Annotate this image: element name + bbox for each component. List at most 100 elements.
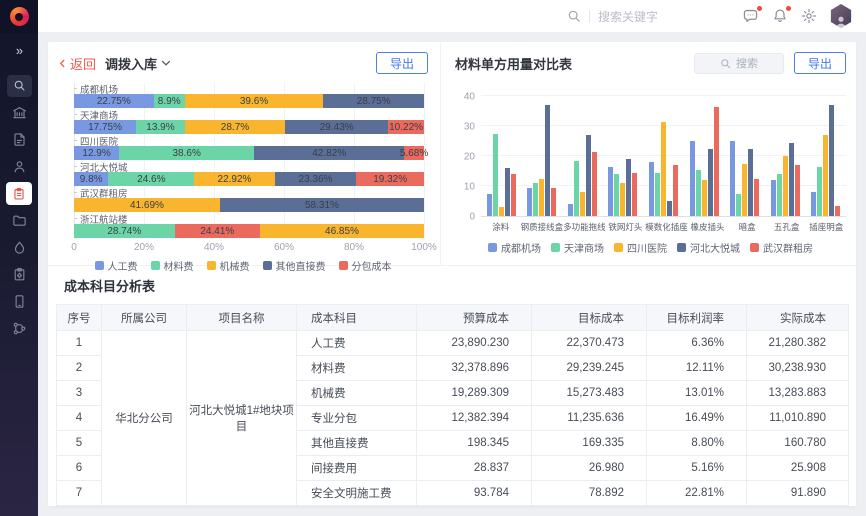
x-axis-label: 多功能拖线	[563, 222, 606, 232]
legend-label: 人工费	[107, 262, 138, 273]
bar	[707, 148, 713, 216]
cell-budget: 19,289.309	[416, 380, 532, 406]
settings-button[interactable]	[801, 8, 817, 24]
cell-project: 河北大悦城1#地块项目	[186, 330, 297, 506]
sidebar-item-resources[interactable]	[0, 234, 38, 261]
transfer-inbound-section: 返回 调拨入库 导出 成都机场 22.75% 8.9% 39.6% 28.75% 天津商场…	[48, 42, 441, 273]
bar-segment: 12.9%	[74, 146, 120, 160]
bar-group	[522, 85, 563, 216]
messages-button[interactable]	[742, 5, 762, 25]
column-header: 序号	[56, 304, 102, 331]
legend-chip	[614, 243, 623, 252]
bar-row: 武汉群租房 41.69% 58.31%	[74, 187, 424, 213]
legend-label: 武汉群租房	[763, 244, 813, 255]
cell-index: 2	[56, 355, 102, 381]
cost-analysis-section: 成本科目分析表 序号 所属公司 项目名称 成本科目 预算成本 目标成本 目标利润率 实际成本 …	[48, 266, 856, 506]
topbar: 搜索关键字	[38, 0, 866, 33]
sidebar-item-materials-active[interactable]	[0, 180, 38, 207]
sidebar-item-reports[interactable]	[0, 261, 38, 288]
grouped-bar-plot	[481, 85, 846, 217]
bar	[661, 121, 667, 216]
cell-budget: 23,890.230	[416, 330, 532, 356]
legend-chip	[551, 243, 560, 252]
cell-margin: 22.81%	[646, 480, 747, 506]
bar	[492, 133, 498, 216]
bar	[510, 174, 516, 216]
cell-budget: 198.345	[416, 430, 532, 456]
legend-label: 成都机场	[501, 244, 541, 255]
bar	[823, 135, 829, 216]
bar-segment: 22.75%	[74, 94, 154, 108]
x-axis-tick: 0	[71, 242, 77, 253]
sidebar-expand-button[interactable]: »	[15, 43, 23, 58]
cell-index: 5	[56, 430, 102, 456]
cell-index: 6	[56, 455, 102, 481]
bar-category-label: 浙江航站楼	[74, 213, 424, 226]
bar-segment-value: 29.43%	[319, 121, 354, 133]
cell-target: 11,235.636	[531, 405, 647, 431]
building-icon	[12, 107, 26, 119]
cell-actual: 21,280.382	[746, 330, 849, 356]
export-button-left[interactable]: 导出	[375, 52, 428, 74]
bar	[620, 183, 626, 216]
back-button[interactable]: 返回	[58, 54, 96, 73]
stacked-bar-legend: 人工费 材料费 机械费 其他直接费 分包成本	[58, 258, 428, 273]
cell-target: 29,239.245	[531, 355, 647, 381]
cell-actual: 25.908	[746, 455, 849, 481]
document-edit-icon	[13, 133, 25, 146]
cell-margin: 6.36%	[646, 330, 747, 356]
table-row: 7 安全文明施工费 93.784 78.892 22.81% 91.890	[56, 480, 849, 506]
cell-budget: 93.784	[416, 480, 532, 506]
bar-segment: 22.92%	[194, 172, 275, 186]
chart-search-placeholder: 搜索	[735, 58, 758, 70]
gridline	[481, 95, 846, 96]
bar-group	[481, 85, 522, 216]
gear-icon	[802, 9, 816, 23]
cell-index: 7	[56, 480, 102, 506]
stacked-bar: 9.8% 24.6% 22.92% 23.36% 19.32%	[74, 172, 424, 186]
stacked-bar: 12.9% 38.6% 42.82% 5.68%	[74, 146, 428, 160]
bar	[649, 162, 655, 216]
app-logo	[0, 0, 38, 33]
user-avatar[interactable]	[830, 4, 852, 28]
table-row: 2 材料费 32,378.896 29,239.245 12.11% 30,238.930	[56, 355, 849, 381]
export-button-right[interactable]: 导出	[793, 52, 846, 74]
notifications-button[interactable]	[772, 6, 791, 24]
legend-chip	[338, 261, 348, 270]
bar	[504, 168, 510, 216]
right-chart-title: 材料单方用量对比表	[455, 56, 573, 72]
bar-segment-value: 22.92%	[217, 173, 252, 185]
topbar-actions	[742, 4, 852, 28]
legend-chip	[150, 261, 160, 270]
cell-target: 169.335	[531, 430, 647, 456]
sidebar-item-search[interactable]	[0, 72, 38, 99]
bar-segment-value: 28.74%	[107, 225, 142, 237]
legend-item: 天津商场	[551, 240, 604, 255]
message-icon	[743, 9, 758, 22]
bar	[632, 172, 638, 216]
bar-category-label: 四川医院	[74, 135, 424, 148]
page-title-dropdown[interactable]: 调拨入库	[105, 54, 171, 73]
page-title: 调拨入库	[105, 56, 158, 72]
stacked-bar-chart: 成都机场 22.75% 8.9% 39.6% 28.75% 天津商场 17.75% 13.9%…	[74, 83, 428, 239]
sidebar-item-personnel[interactable]	[0, 153, 38, 180]
global-search-input[interactable]: 搜索关键字	[567, 8, 694, 25]
bar	[736, 193, 742, 216]
bar-segment: 38.6%	[119, 146, 255, 160]
sidebar-item-files[interactable]	[0, 207, 38, 234]
stacked-bar: 17.75% 13.9% 28.7% 29.43% 10.22%	[74, 120, 424, 134]
bell-icon	[774, 9, 786, 22]
sidebar-item-mobile[interactable]	[0, 288, 38, 315]
bar	[585, 135, 591, 216]
chart-search-input[interactable]: 搜索	[693, 52, 784, 74]
sidebar-item-company[interactable]	[0, 99, 38, 126]
sidebar-item-documents[interactable]	[0, 126, 38, 153]
bar	[811, 192, 817, 216]
bar-segment: 23.36%	[274, 172, 357, 186]
bar-segment-value: 39.6%	[239, 95, 269, 107]
bar	[551, 187, 557, 216]
bar-row: 天津商场 17.75% 13.9% 28.7% 29.43% 10.22%	[74, 109, 424, 135]
sidebar-item-workflow[interactable]	[0, 315, 38, 342]
material-usage-section: 材料单方用量对比表 搜索 导出 0 10 20 30 40 涂料 钢质接线盒 多功能拖线 铁网…	[441, 42, 856, 265]
cell-margin: 12.11%	[646, 355, 747, 381]
